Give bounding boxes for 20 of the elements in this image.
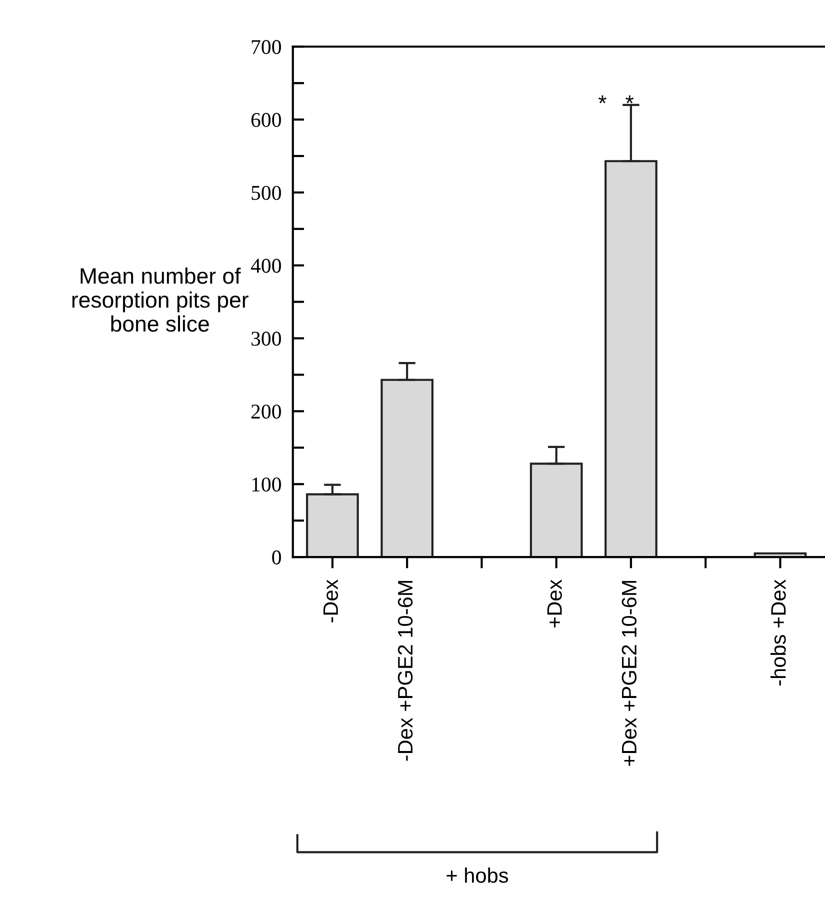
x-tick-label: -Dex: [323, 579, 338, 622]
x-tick-label: -hobs +Dex: [770, 579, 786, 686]
y-tick-label: 500: [252, 186, 281, 200]
x-tick-label: +Dex +PGE2 10-6M: [622, 580, 637, 766]
bar: [380, 378, 434, 558]
y-axis-title: Mean number of resorption pits per bone slice: [72, 268, 248, 332]
bar: [530, 462, 583, 558]
text: + hobs: [446, 868, 508, 883]
x-tick-label: -Dex +PGE2 10-6M: [398, 580, 413, 761]
y-tick-label: 100: [252, 478, 281, 492]
y-tick-label: 200: [251, 404, 281, 419]
annotation: * *: [598, 95, 634, 104]
y-tick-label: 300: [252, 332, 281, 346]
bar: [604, 160, 658, 558]
x-tick-label: +Dex: [547, 579, 562, 628]
y-tick-label: 400: [250, 258, 281, 273]
y-tick-label: 700: [252, 40, 281, 54]
y-tick-label: 600: [251, 112, 281, 127]
bar: [306, 493, 359, 558]
y-tick-label: 0: [272, 550, 281, 564]
